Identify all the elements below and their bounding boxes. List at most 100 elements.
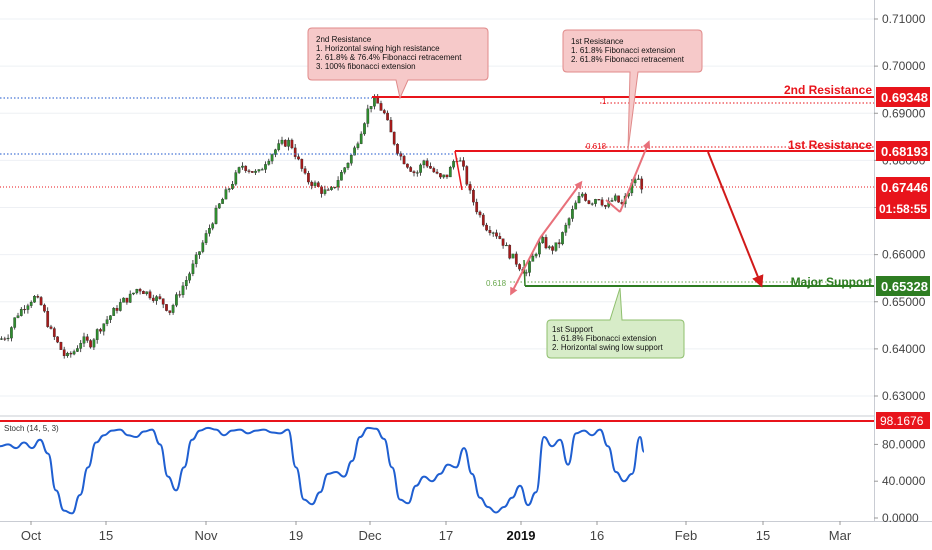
candle-down (465, 166, 469, 185)
candle-down (46, 311, 50, 327)
candle-up (112, 308, 116, 316)
candle-up (72, 351, 76, 355)
candle-down (36, 296, 40, 298)
candle-up (594, 199, 597, 204)
price-tick-label: 0.71000 (882, 12, 926, 26)
candle-up (613, 195, 617, 201)
candle-up (264, 164, 267, 170)
candle-down (89, 340, 92, 348)
candle-down (462, 160, 465, 167)
candle-up (491, 232, 495, 234)
major-support-badge: 0.65328 (881, 279, 928, 294)
level-lines (0, 96, 874, 287)
candle-up (19, 308, 23, 316)
candle-up (363, 123, 366, 135)
candle-down (151, 297, 155, 301)
candle-up (577, 196, 581, 204)
oscillator-pane[interactable] (0, 417, 874, 521)
candle-up (122, 297, 125, 303)
candle-up (66, 352, 69, 357)
first-resistance-badge-bg (876, 141, 930, 161)
candle-up (181, 285, 185, 296)
fib-resistance-marker: 0.618 (586, 142, 607, 151)
candle-up (567, 218, 571, 226)
candle-down (386, 112, 389, 121)
osc-tick-label: 0.0000 (882, 511, 919, 525)
candle-up (198, 251, 201, 255)
candle-down (52, 328, 56, 337)
stoch-badge-bg (876, 412, 930, 429)
osc-tick-label: 80.0000 (882, 437, 926, 451)
candle-up (145, 291, 149, 295)
candle-up (547, 246, 551, 249)
candle-up (188, 273, 191, 281)
first-resistance-badge: 0.68193 (881, 144, 928, 159)
candle-down (508, 244, 512, 259)
first-support-callout[interactable]: 1st Support 1. 61.8% Fibonacci extension… (546, 287, 685, 359)
candle-up (452, 161, 455, 168)
candle-down (468, 184, 472, 191)
candle-up (208, 228, 211, 234)
candle-up (422, 160, 426, 166)
fib-arrow-retrace (605, 199, 621, 213)
candle-up (531, 255, 535, 262)
candle-down (125, 297, 129, 303)
candle-up (231, 183, 234, 189)
candle-down (85, 336, 89, 341)
candle-down (600, 199, 604, 206)
current-price-badge-bg (876, 177, 930, 219)
candle-down (429, 166, 432, 169)
fib-arrow-up-2 (619, 140, 651, 213)
time-tick-label: Feb (675, 528, 697, 543)
candle-up (356, 143, 360, 148)
candle-up (194, 254, 198, 265)
support-anchor-line (523, 259, 526, 287)
candle-up (359, 133, 363, 144)
candle-up (369, 106, 373, 110)
time-tick-label: Mar (829, 528, 852, 543)
candle-down (439, 173, 442, 178)
candle-down (557, 242, 561, 245)
candle-up (191, 263, 195, 274)
first-resistance-callout[interactable]: 1st Resistance 1. 61.8% Fibonacci extens… (562, 29, 703, 151)
second-resistance-callout[interactable]: 2nd Resistance 1. Horizontal swing high … (307, 27, 489, 100)
time-axis[interactable]: Oct 15 Nov 19 Dec 17 2019 16 Feb 15 Mar (21, 521, 852, 543)
stoch-line (0, 426, 645, 515)
candle-down (49, 326, 53, 329)
candle-down (178, 294, 182, 296)
candle-up (280, 139, 284, 144)
candle-up (554, 242, 558, 251)
candle-up (135, 288, 139, 294)
time-tick-label: 17 (439, 528, 453, 543)
candle-up (448, 167, 452, 178)
first-resistance-label: 1st Resistance (788, 138, 872, 152)
candle-up (419, 164, 422, 173)
candle-up (511, 253, 515, 259)
candle-up (257, 169, 261, 172)
second-resistance-badge: 0.69348 (881, 90, 928, 105)
osc-tick-label: 40.0000 (882, 474, 926, 488)
candle-up (95, 329, 99, 340)
callout-2r-line1: 1. Horizontal swing high resistance (316, 44, 440, 53)
price-tick-label: 0.65000 (882, 295, 926, 309)
candle-up (211, 223, 215, 229)
callout-1s-line2: 2. Horizontal swing low support (552, 343, 663, 352)
candle-up (254, 170, 257, 173)
candle-down (250, 171, 254, 173)
candle-up (336, 180, 340, 188)
candle-up (13, 317, 17, 328)
candle-down (406, 163, 409, 168)
candle-up (260, 169, 264, 171)
fib-support-marker: 0.618 (486, 279, 507, 288)
candlesticks (0, 94, 644, 359)
candle-up (270, 154, 274, 162)
candle-up (224, 189, 228, 200)
price-tick-label: 0.69000 (882, 106, 926, 120)
candle-up (534, 253, 538, 257)
candle-up (590, 203, 594, 205)
callout-1r-line1: 1. 61.8% Fibonacci extension (571, 46, 676, 55)
oscillator-axis[interactable]: 80.0000 40.0000 0.0000 (874, 437, 926, 525)
candle-up (184, 280, 188, 287)
candle-down (402, 156, 406, 165)
